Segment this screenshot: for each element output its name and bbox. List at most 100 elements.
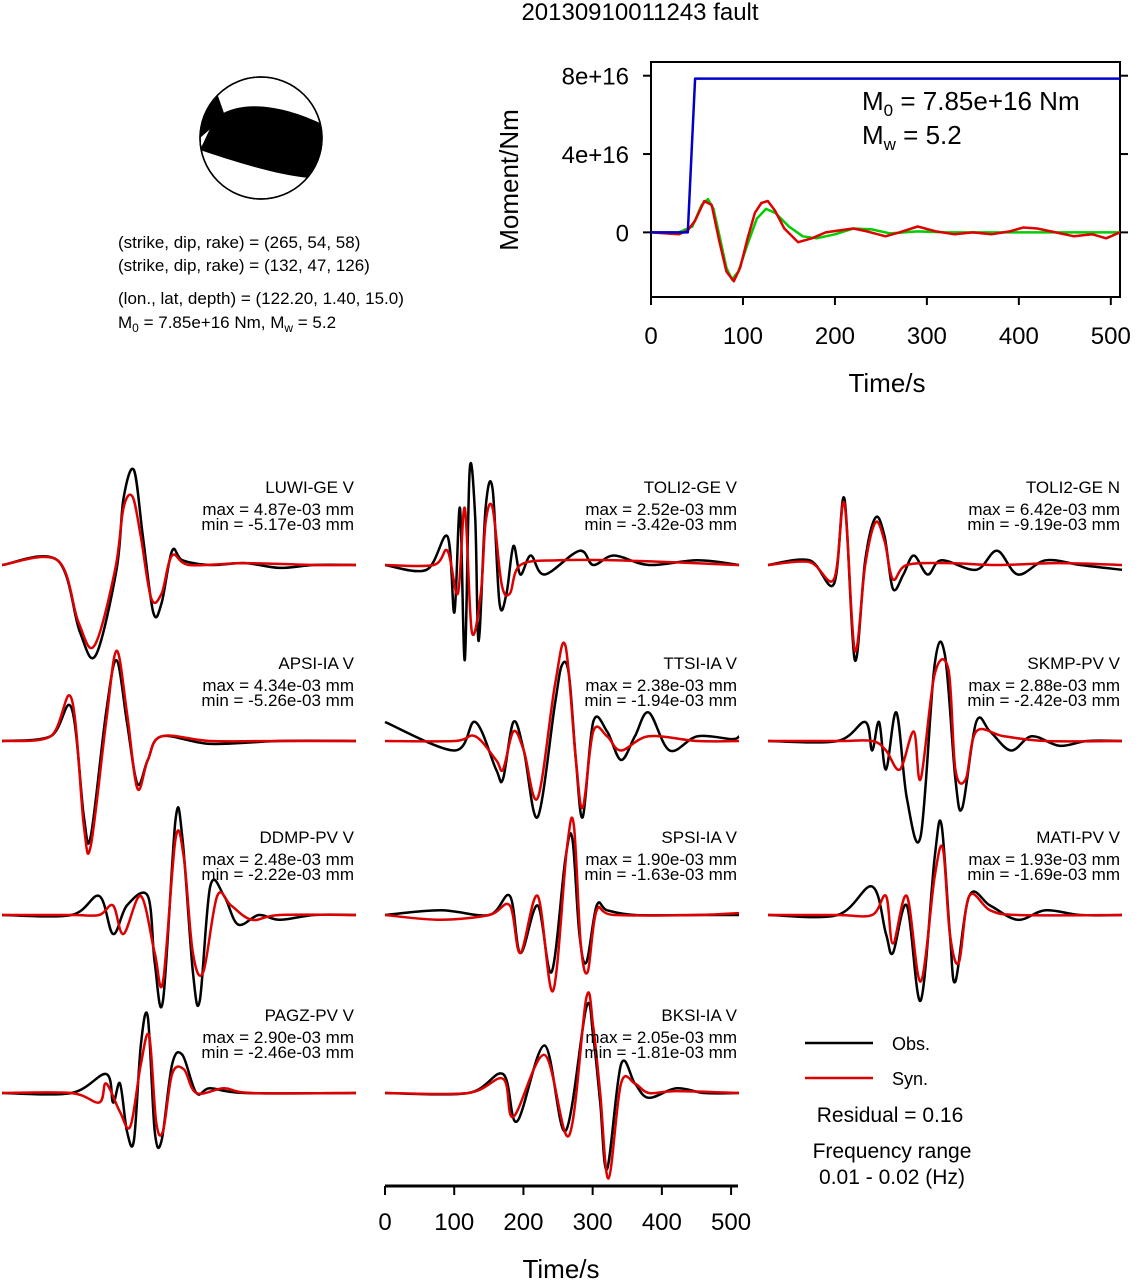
max-amplitude-label: max = 1.90e-03 mm — [585, 850, 737, 869]
max-amplitude-label: max = 2.52e-03 mm — [585, 500, 737, 519]
moment-xtick-label: 100 — [723, 323, 763, 350]
max-amplitude-label: max = 6.42e-03 mm — [968, 500, 1120, 519]
synthetic-trace — [1, 649, 356, 855]
min-amplitude-label: min = -3.42e-03 mm — [584, 515, 737, 534]
waveform-xtick-label: 400 — [642, 1209, 682, 1236]
moment-xtick-label: 400 — [999, 323, 1039, 350]
moment-rate-inverted-red — [650, 199, 1121, 283]
synthetic-trace — [767, 500, 1123, 653]
moment-cumulative-line — [651, 77, 1120, 234]
waveform-xtick-label: 0 — [378, 1209, 391, 1236]
moment-rate-plot: 0 4e+16 8e+16 0 100 200 300 400 500 Moment/Nm T… — [494, 61, 1131, 398]
synthetic-trace — [384, 816, 740, 993]
min-amplitude-label: min = -2.22e-03 mm — [201, 865, 354, 884]
waveform-xtick-label: 500 — [711, 1209, 751, 1236]
min-amplitude-label: min = -9.19e-03 mm — [967, 515, 1120, 534]
synthetic-trace — [384, 502, 740, 636]
moment-xtick-label: 300 — [907, 323, 947, 350]
synthetic-trace — [768, 844, 1123, 983]
waveform-axis-xlabel: Time/s — [522, 1254, 599, 1280]
focal-mechanism-beachball — [199, 76, 323, 200]
observed-trace — [1, 806, 357, 1009]
station-label: PAGZ-PV V — [265, 1006, 355, 1025]
max-amplitude-label: max = 2.05e-03 mm — [585, 1028, 737, 1047]
observed-trace — [384, 461, 740, 662]
info-line-moment: M0 = 7.85e+16 Nm, Mw = 5.2 — [118, 313, 336, 335]
max-amplitude-label: max = 2.48e-03 mm — [202, 850, 354, 869]
moment-ytick-label: 4e+16 — [562, 142, 629, 169]
synthetic-trace — [2, 829, 357, 989]
synthetic-trace — [768, 658, 1123, 785]
min-amplitude-label: min = -2.46e-03 mm — [201, 1043, 354, 1062]
residual-text: Residual = 0.16 — [817, 1104, 964, 1127]
min-amplitude-label: min = -1.81e-03 mm — [584, 1043, 737, 1062]
legend-obs-label: Obs. — [892, 1034, 930, 1054]
moment-xtick-label: 200 — [815, 323, 855, 350]
moment-plot-xlabel: Time/s — [848, 368, 925, 398]
moment-plot-ylabel: Moment/Nm — [494, 109, 524, 251]
station-label: BKSI-IA V — [661, 1006, 737, 1025]
info-line-plane1: (strike, dip, rake) = (265, 54, 58) — [118, 233, 360, 252]
waveform-xtick-label: 100 — [434, 1209, 474, 1236]
max-amplitude-label: max = 2.90e-03 mm — [202, 1028, 354, 1047]
moment-ytick-label: 8e+16 — [562, 64, 629, 91]
station-label: SPSI-IA V — [661, 828, 737, 847]
station-label: LUWI-GE V — [265, 478, 354, 497]
moment-xtick-label: 500 — [1091, 323, 1131, 350]
mechanism-info: (strike, dip, rake) = (265, 54, 58) (str… — [118, 233, 404, 335]
moment-ytick-label: 0 — [616, 220, 629, 247]
frequency-range-title: Frequency range — [813, 1140, 972, 1163]
beachball-compressional-quadrant — [200, 106, 322, 178]
min-amplitude-label: min = -1.63e-03 mm — [584, 865, 737, 884]
station-label: TOLI2-GE N — [1026, 478, 1120, 497]
waveform-time-axis: 0 100 200 300 400 500 Time/s — [378, 1184, 751, 1280]
moment-annotation-m0: M0 = 7.85e+16 Nm — [862, 86, 1080, 120]
station-label: TTSI-IA V — [663, 654, 737, 673]
synthetic-trace — [384, 641, 740, 810]
synthetic-trace — [1, 1032, 357, 1137]
min-amplitude-label: min = -1.94e-03 mm — [584, 691, 737, 710]
station-label: TOLI2-GE V — [644, 478, 738, 497]
info-line-plane2: (strike, dip, rake) = (132, 47, 126) — [118, 256, 370, 275]
min-amplitude-label: min = -5.17e-03 mm — [201, 515, 354, 534]
legend-syn-label: Syn. — [892, 1069, 928, 1089]
max-amplitude-label: max = 2.88e-03 mm — [968, 676, 1120, 695]
observed-trace — [767, 496, 1123, 662]
moment-annotation-mw: Mw = 5.2 — [862, 120, 962, 154]
synthetic-trace — [384, 991, 740, 1180]
legend: Obs. Syn. Residual = 0.16 Frequency rang… — [805, 1034, 971, 1189]
max-amplitude-label: max = 1.93e-03 mm — [968, 850, 1120, 869]
min-amplitude-label: min = -2.42e-03 mm — [967, 691, 1120, 710]
station-label: SKMP-PV V — [1027, 654, 1120, 673]
min-amplitude-label: min = -1.69e-03 mm — [967, 865, 1120, 884]
waveform-xtick-label: 200 — [503, 1209, 543, 1236]
station-label: APSI-IA V — [278, 654, 354, 673]
synthetic-trace — [1, 493, 357, 650]
station-label: DDMP-PV V — [260, 828, 355, 847]
max-amplitude-label: max = 4.34e-03 mm — [202, 676, 354, 695]
station-label: MATI-PV V — [1036, 828, 1120, 847]
waveform-xtick-label: 300 — [573, 1209, 613, 1236]
frequency-range-value: 0.01 - 0.02 (Hz) — [819, 1166, 965, 1189]
observed-trace — [767, 819, 1123, 1002]
info-line-location: (lon., lat, depth) = (122.20, 1.40, 15.0… — [118, 289, 404, 308]
moment-plot-frame — [650, 61, 1121, 298]
figure-title: 20130910011243 fault — [521, 0, 758, 26]
max-amplitude-label: max = 2.38e-03 mm — [585, 676, 737, 695]
min-amplitude-label: min = -5.26e-03 mm — [201, 691, 354, 710]
max-amplitude-label: max = 4.87e-03 mm — [202, 500, 354, 519]
moment-xtick-label: 0 — [644, 323, 657, 350]
